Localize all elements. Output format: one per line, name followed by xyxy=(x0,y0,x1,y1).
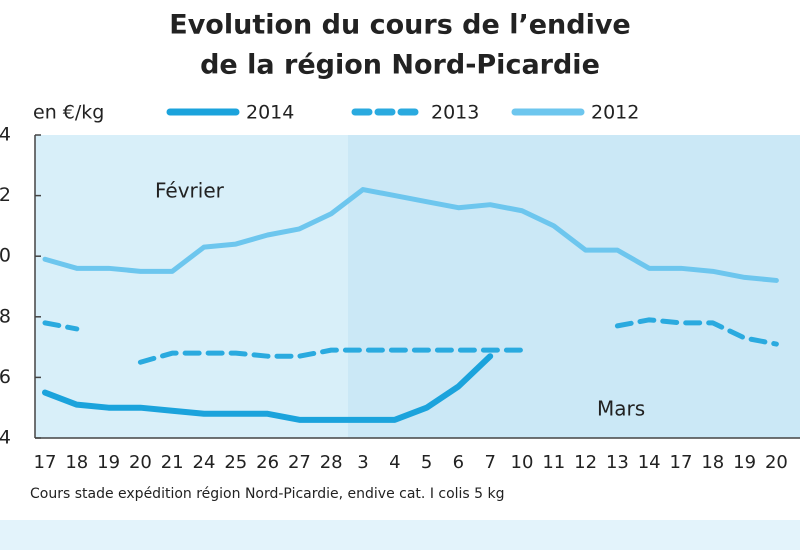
x-tick-label: 6 xyxy=(453,452,464,473)
x-tick-label: 10 xyxy=(511,452,534,473)
line-series xyxy=(42,317,779,365)
x-tick-label: 17 xyxy=(34,452,57,473)
y-axis-label: en €/kg xyxy=(33,102,104,124)
x-tick-label: 20 xyxy=(129,452,152,473)
note: Cours stade expédition région Nord-Picar… xyxy=(30,486,505,502)
x-tick-label: 24 xyxy=(193,452,216,473)
legend-label: 2012 xyxy=(591,102,639,124)
line-series xyxy=(42,353,494,423)
x-tick-label: 13 xyxy=(606,452,629,473)
x-tick-label: 19 xyxy=(733,452,756,473)
x-tick-label: 18 xyxy=(701,452,724,473)
y-tick-label: 0,4 xyxy=(0,427,11,449)
footer-band xyxy=(0,520,800,550)
x-tick-label: 17 xyxy=(670,452,693,473)
x-tick-label: 19 xyxy=(97,452,120,473)
x-tick-label: 20 xyxy=(765,452,788,473)
x-tick-label: 12 xyxy=(574,452,597,473)
legend-label: 2014 xyxy=(246,102,294,124)
legend-label: 2013 xyxy=(431,102,479,124)
x-tick-label: 3 xyxy=(357,452,368,473)
chart-title: Evolution du cours de l’endive xyxy=(169,10,631,41)
x-tick-label: 7 xyxy=(484,452,495,473)
annotation: Mars xyxy=(597,397,645,421)
y-tick-label: 1,0 xyxy=(0,245,11,267)
panel-mars xyxy=(348,135,800,438)
y-tick-label: 0,8 xyxy=(0,305,11,327)
line-series xyxy=(42,187,779,283)
y-tick-label: 1,2 xyxy=(0,184,11,206)
x-tick-label: 11 xyxy=(542,452,565,473)
y-tick-label: 0,6 xyxy=(0,366,11,388)
x-tick-label: 21 xyxy=(161,452,184,473)
panel-fevrier xyxy=(35,135,348,438)
x-tick-label: 4 xyxy=(389,452,400,473)
x-tick-label: 14 xyxy=(638,452,661,473)
chart-title: de la région Nord-Picardie xyxy=(200,50,600,81)
annotation: Février xyxy=(155,179,225,203)
x-tick-label: 25 xyxy=(224,452,247,473)
x-tick-label: 26 xyxy=(256,452,279,473)
y-tick-label: 1,4 xyxy=(0,124,11,146)
x-tick-label: 28 xyxy=(320,452,343,473)
x-tick-label: 27 xyxy=(288,452,311,473)
x-tick-label: 18 xyxy=(65,452,88,473)
x-tick-label: 5 xyxy=(421,452,432,473)
